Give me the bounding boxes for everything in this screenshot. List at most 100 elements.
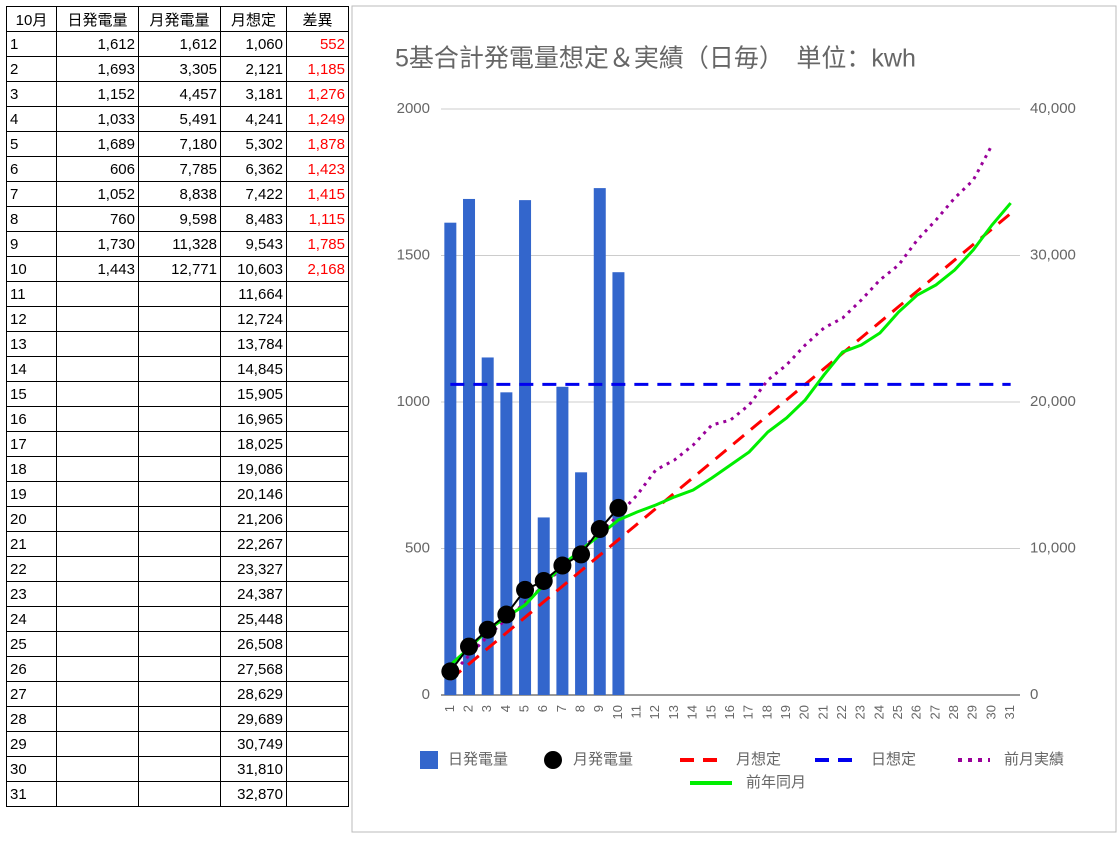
cell — [286, 381, 349, 407]
table-row: 13 13,784 — [6, 331, 349, 357]
bar — [500, 392, 513, 695]
table-row: 24 25,448 — [6, 606, 349, 632]
cell: 13,784 — [220, 331, 287, 357]
cell — [56, 581, 139, 607]
cell — [286, 581, 349, 607]
marker — [609, 498, 628, 517]
cell: 22,267 — [220, 531, 287, 557]
cell — [56, 331, 139, 357]
x-tick-label: 5 — [516, 705, 531, 712]
cell — [138, 631, 221, 657]
x-tick-label: 25 — [890, 705, 905, 719]
table-row: 28 29,689 — [6, 706, 349, 732]
cell — [56, 456, 139, 482]
table-row: 30 31,810 — [6, 756, 349, 782]
cell — [56, 281, 139, 307]
cell — [138, 406, 221, 432]
table-row: 25 26,508 — [6, 631, 349, 657]
cell: 2,121 — [220, 56, 287, 82]
cell — [138, 531, 221, 557]
x-tick-label: 16 — [722, 705, 737, 719]
x-tick-label: 14 — [685, 705, 700, 719]
cell: 5,491 — [138, 106, 221, 132]
cell: 11,328 — [138, 231, 221, 257]
cell: 1,052 — [56, 181, 139, 207]
cell: 20 — [6, 506, 57, 532]
table-row: 12 12,724 — [6, 306, 349, 332]
cell — [286, 781, 349, 807]
cell — [138, 556, 221, 582]
cell: 1,612 — [56, 31, 139, 57]
cell — [56, 531, 139, 557]
marker — [441, 662, 460, 681]
cell: 28,629 — [220, 681, 287, 707]
table-row: 10月 日発電量 月発電量 月想定 差異 — [6, 6, 349, 32]
cell: 1,693 — [56, 56, 139, 82]
table-row: 19 20,146 — [6, 481, 349, 507]
y-tick-label: 0 — [1030, 686, 1038, 703]
cell — [56, 756, 139, 782]
legend-label: 日想定 — [871, 751, 916, 768]
cell: 23,327 — [220, 556, 287, 582]
table-row: 16 16,965 — [6, 406, 349, 432]
x-tick-label: 27 — [927, 705, 942, 719]
table-row: 15 15,905 — [6, 381, 349, 407]
x-tick-label: 26 — [909, 705, 924, 719]
cell: 1,276 — [286, 81, 349, 107]
cell — [138, 781, 221, 807]
cell — [56, 356, 139, 382]
cell — [286, 281, 349, 307]
cell — [138, 306, 221, 332]
cell: 9,543 — [220, 231, 287, 257]
cell: 19,086 — [220, 456, 287, 482]
table-row: 21 22,267 — [6, 531, 349, 557]
cell: 1,152 — [56, 81, 139, 107]
line-series — [449, 212, 1012, 681]
cell: 15 — [6, 381, 57, 407]
cell — [286, 681, 349, 707]
x-tick-label: 1 — [442, 705, 457, 712]
y-tick-label: 30,000 — [1030, 246, 1076, 263]
marker — [572, 545, 591, 564]
cell: 26,508 — [220, 631, 287, 657]
legend-label: 前年同月 — [746, 774, 806, 791]
cell — [138, 356, 221, 382]
cell — [138, 731, 221, 757]
cell — [286, 406, 349, 432]
x-tick-label: 19 — [778, 705, 793, 719]
cell — [138, 331, 221, 357]
cell: 8,483 — [220, 206, 287, 232]
x-tick-label: 6 — [535, 705, 550, 712]
cell — [56, 781, 139, 807]
x-tick-label: 20 — [797, 705, 812, 719]
cell — [56, 381, 139, 407]
cell: 10,603 — [220, 256, 287, 282]
cell: 606 — [56, 156, 139, 182]
cell — [286, 306, 349, 332]
cell — [286, 731, 349, 757]
cell: 9,598 — [138, 206, 221, 232]
cell — [286, 756, 349, 782]
cell — [286, 656, 349, 682]
cell — [138, 506, 221, 532]
cell: 月想定 — [220, 6, 287, 32]
table-row: 20 21,206 — [6, 506, 349, 532]
y-tick-label: 40,000 — [1030, 100, 1076, 117]
cell: 22 — [6, 556, 57, 582]
table-row: 10 1,443 12,771 10,603 2,168 — [6, 256, 349, 282]
table-row: 23 24,387 — [6, 581, 349, 607]
cell: 25,448 — [220, 606, 287, 632]
cell — [286, 456, 349, 482]
table-row: 4 1,033 5,491 4,241 1,249 — [6, 106, 349, 132]
x-tick-label: 11 — [629, 705, 644, 719]
table-row: 14 14,845 — [6, 356, 349, 382]
cell — [56, 406, 139, 432]
cell — [138, 381, 221, 407]
cell: 差異 — [286, 6, 349, 32]
cell — [138, 581, 221, 607]
cell: 27,568 — [220, 656, 287, 682]
cell: 8 — [6, 206, 57, 232]
cell: 4,241 — [220, 106, 287, 132]
table-row: 29 30,749 — [6, 731, 349, 757]
